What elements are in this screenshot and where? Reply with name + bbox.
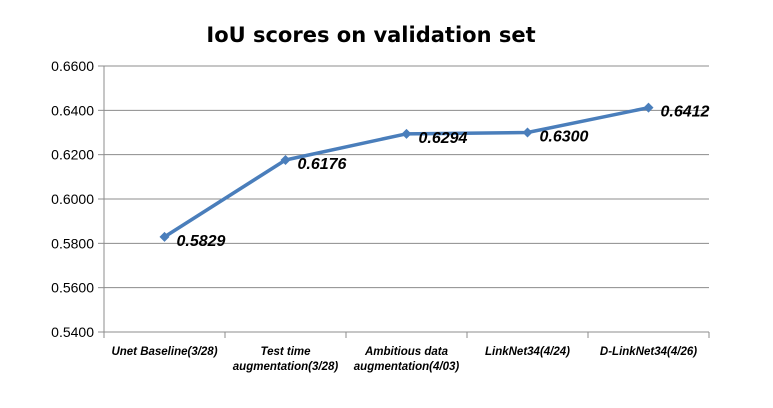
- x-axis-tick-labels: Unet Baseline(3/28) Test time augmentation…: [111, 346, 697, 373]
- x-tick-label: Unet Baseline(3/28): [111, 346, 217, 358]
- data-point-marker: [280, 154, 291, 165]
- data-point-marker: [159, 231, 170, 242]
- series-line: [163, 105, 649, 239]
- data-label: 0.5829: [177, 233, 226, 250]
- data-label: 0.6412: [661, 104, 710, 121]
- data-point-marker: [643, 102, 654, 113]
- data-labels: 0.5829 0.6176 0.6294 0.6300 0.6412: [177, 104, 710, 250]
- y-tick-label: 0.5800: [51, 235, 94, 251]
- data-label: 0.6176: [298, 156, 347, 173]
- series-layer: [159, 102, 654, 242]
- y-axis-tick-labels: 0.5400 0.5600 0.5800 0.6000 0.6200 0.6400 0.66…: [51, 58, 94, 340]
- y-tick-label: 0.6600: [51, 58, 94, 74]
- x-tick-label: Test time augmentation(3/28): [233, 346, 339, 373]
- y-tick-label: 0.5600: [51, 280, 94, 296]
- x-tick-label: Ambitious data augmentation(4/03): [354, 346, 460, 373]
- y-tick-label: 0.6000: [51, 191, 94, 207]
- data-point-marker: [401, 128, 412, 139]
- y-tick-label: 0.5400: [51, 324, 94, 340]
- data-label: 0.6294: [419, 130, 468, 147]
- data-label: 0.6300: [540, 129, 589, 146]
- data-point-marker: [522, 127, 533, 138]
- x-tick-label: LinkNet34(4/24): [485, 346, 570, 358]
- chart-title: IoU scores on validation set: [206, 23, 535, 47]
- axes: [98, 65, 710, 338]
- gridlines: [104, 65, 709, 289]
- x-tick-label: D-LinkNet34(4/26): [600, 346, 697, 358]
- y-tick-label: 0.6400: [51, 102, 94, 118]
- y-tick-label: 0.6200: [51, 147, 94, 163]
